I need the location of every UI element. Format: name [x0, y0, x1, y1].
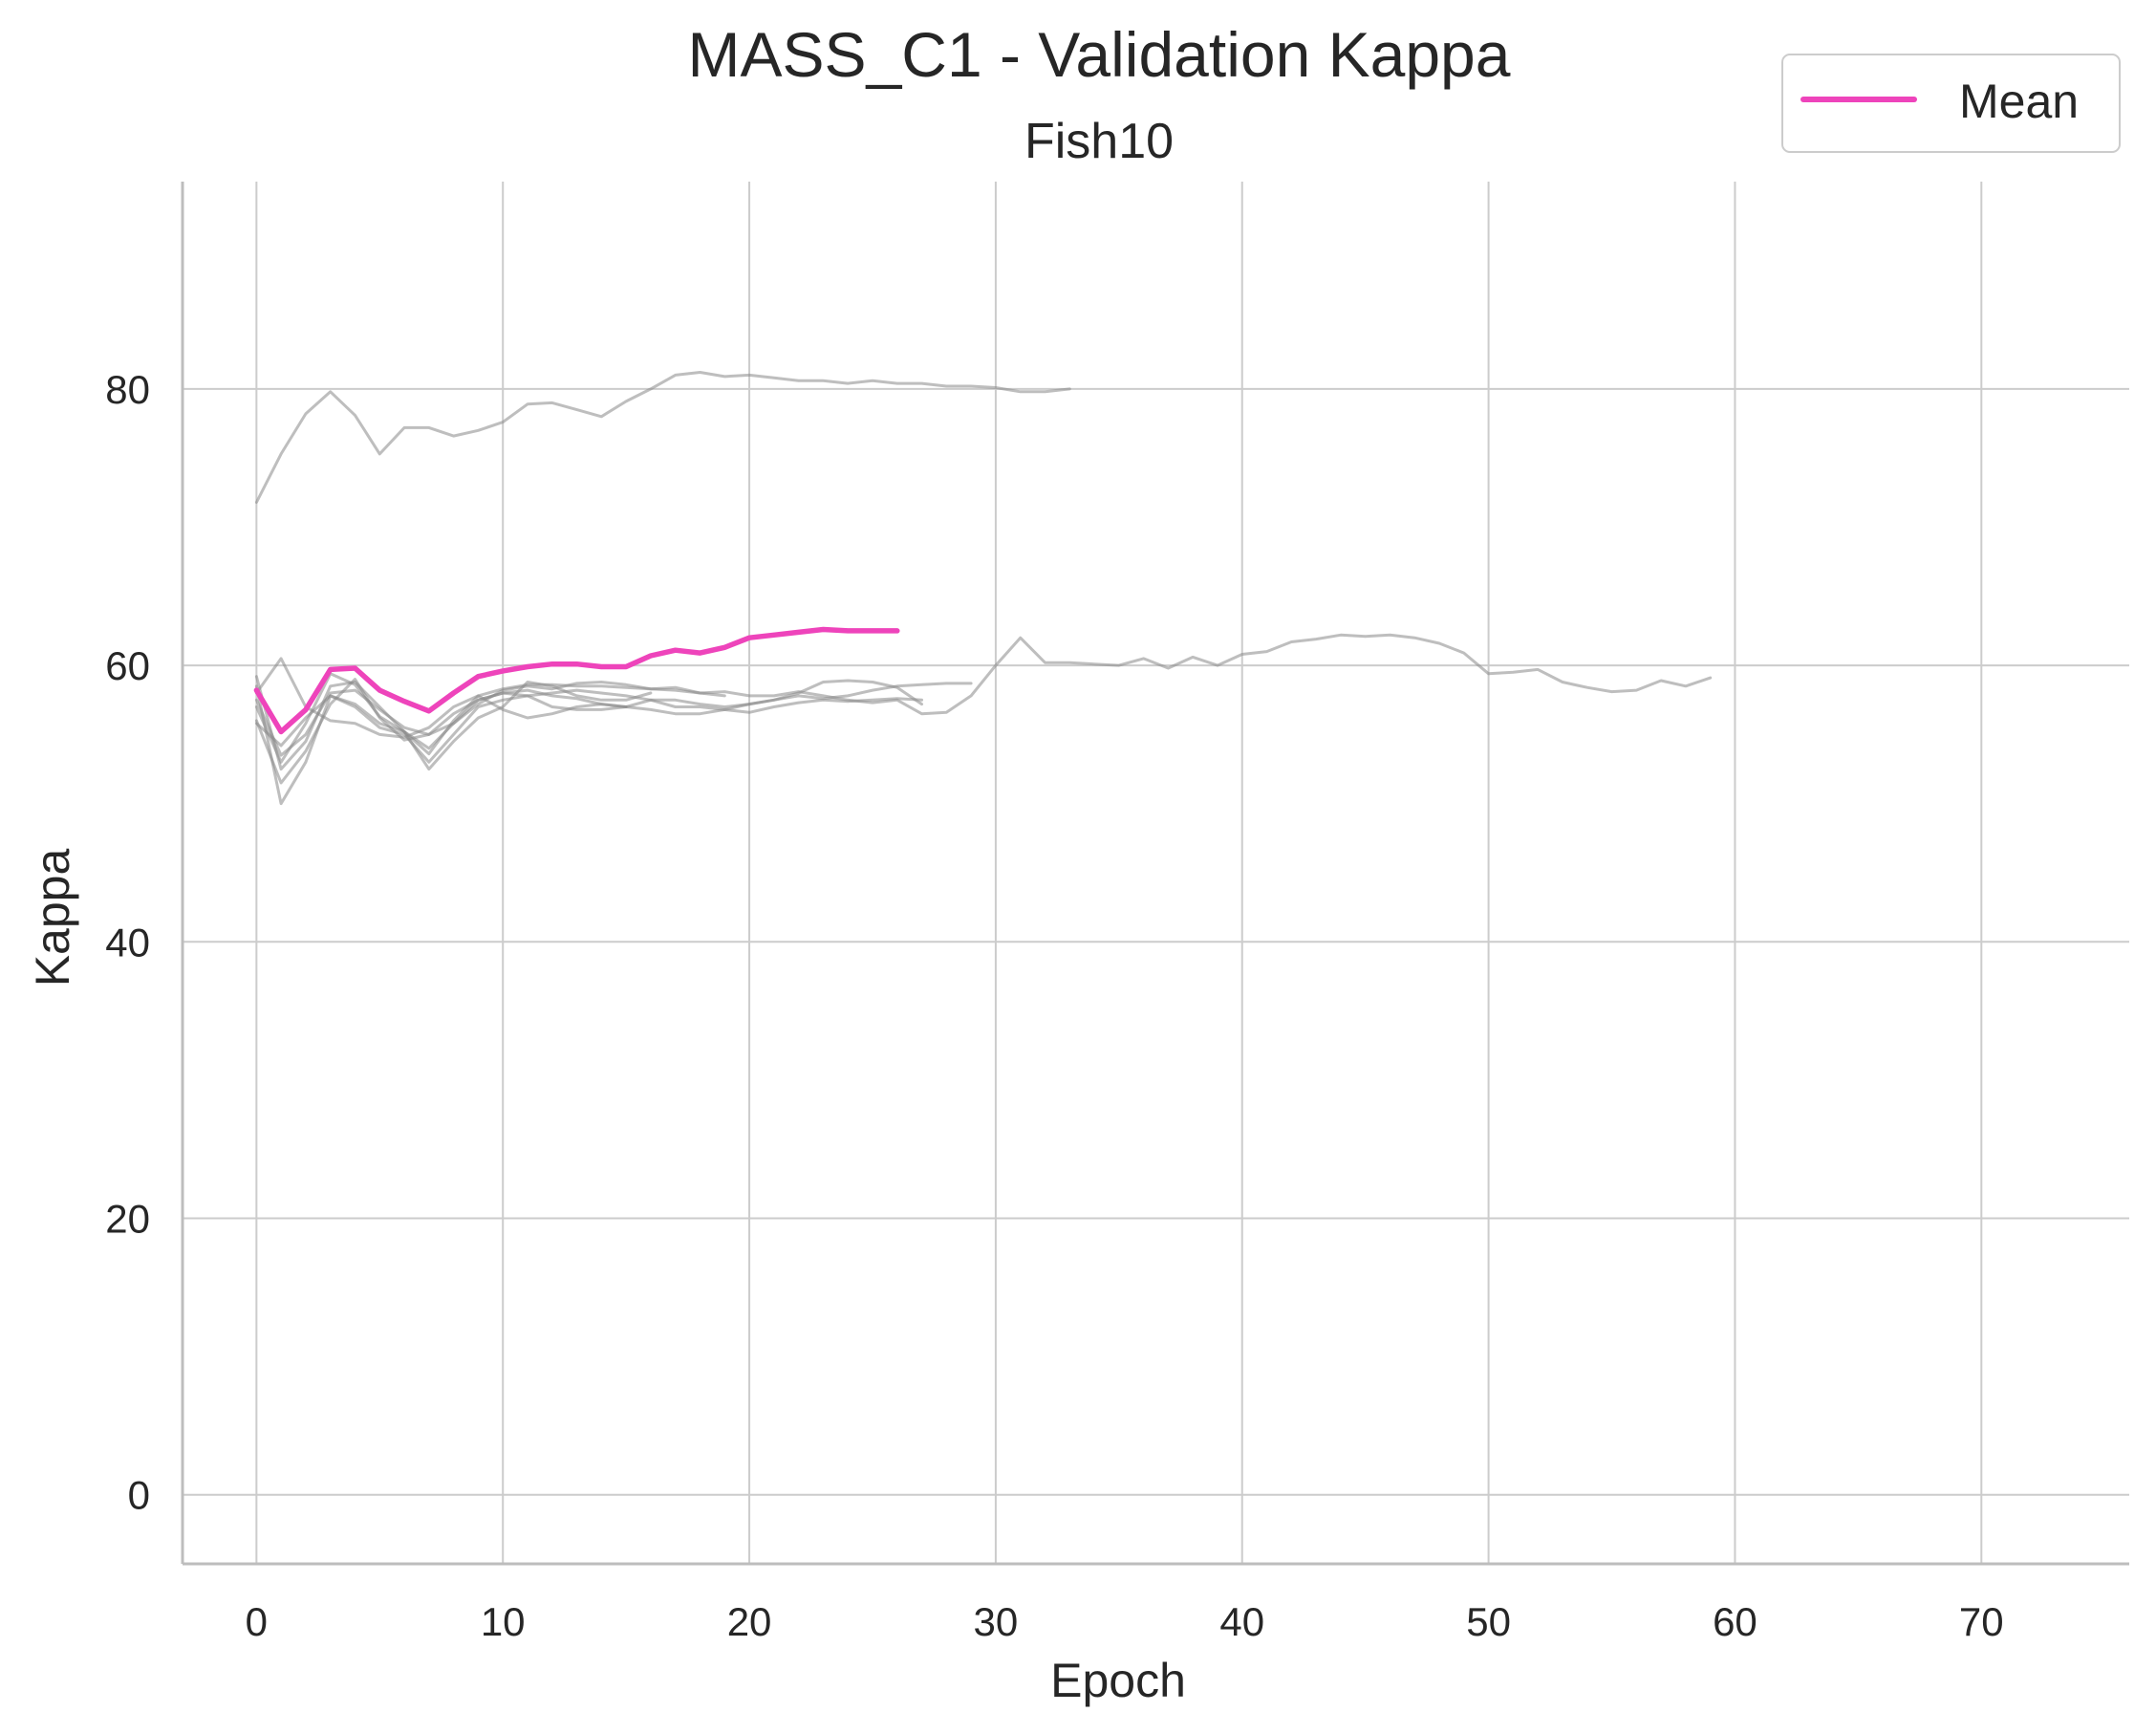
y-axis-label: Kappa — [26, 849, 79, 987]
legend: Mean — [1781, 54, 2121, 153]
legend-mean-label: Mean — [1959, 75, 2079, 128]
x-tick-label: 40 — [1219, 1599, 1264, 1644]
y-tick-label: 20 — [105, 1197, 150, 1242]
x-tick-label: 30 — [974, 1599, 1019, 1644]
run-line-1 — [254, 371, 1071, 504]
x-axis-label: Epoch — [1050, 1654, 1186, 1707]
run-line-8 — [254, 657, 923, 739]
chart-subtitle: Fish10 — [1024, 114, 1174, 169]
chart-title: MASS_C1 - Validation Kappa — [688, 19, 1511, 90]
y-tick-label: 40 — [105, 920, 150, 965]
tick-labels: 0 10 20 30 40 50 60 70 0 20 40 60 80 — [105, 367, 2003, 1644]
x-tick-label: 10 — [481, 1599, 526, 1644]
run-line-7 — [254, 688, 923, 757]
x-tick-label: 0 — [246, 1599, 268, 1644]
x-tick-label: 60 — [1713, 1599, 1757, 1644]
y-tick-label: 0 — [128, 1473, 150, 1518]
x-tick-label: 20 — [727, 1599, 772, 1644]
y-tick-label: 80 — [105, 367, 150, 412]
run-lines — [254, 371, 1713, 806]
x-tick-label: 50 — [1466, 1599, 1511, 1644]
x-tick-label: 70 — [1959, 1599, 2004, 1644]
run-line-2 — [254, 633, 1713, 764]
y-tick-label: 60 — [105, 643, 150, 688]
legend-box — [1781, 54, 2121, 153]
grid-lines — [183, 182, 2129, 1564]
mean-line-group — [253, 626, 900, 735]
axes — [181, 182, 2129, 1566]
run-line-4 — [254, 684, 628, 806]
mean-line — [253, 626, 900, 735]
